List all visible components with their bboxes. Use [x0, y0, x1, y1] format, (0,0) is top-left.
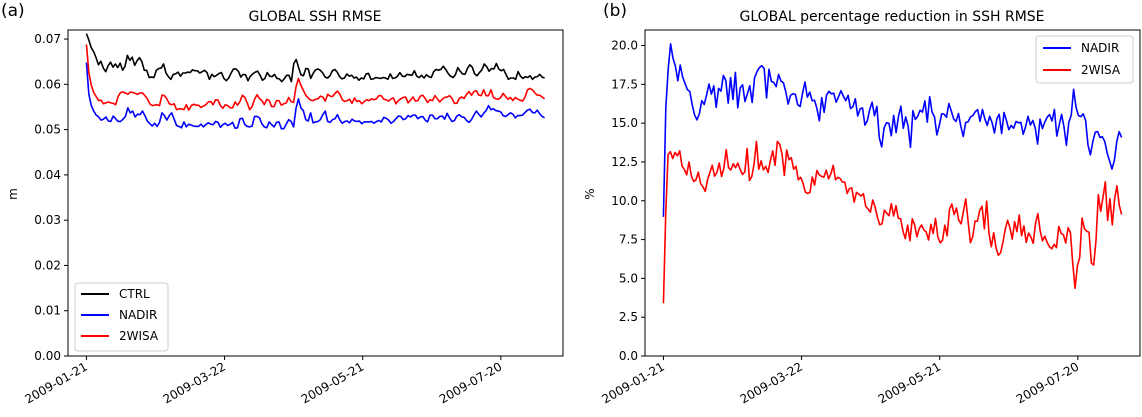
y-tick-label-a: 0.06 — [34, 77, 61, 91]
x-tick-label-b: 2009-01-21 — [600, 359, 667, 406]
y-tick-label-b: 2.5 — [619, 310, 638, 324]
y-tick-label-b: 12.5 — [611, 155, 638, 169]
series-line-2wisa-b — [662, 140, 1123, 304]
legend-b: NADIR 2WISA — [1035, 35, 1134, 84]
ylabel-a: m — [6, 188, 20, 200]
chart-title-a: GLOBAL SSH RMSE — [249, 9, 382, 25]
y-tick-label-b: 7.5 — [619, 233, 638, 247]
x-tick-label-a: 2009-01-21 — [23, 359, 90, 406]
y-tick-label-a: 0.01 — [34, 304, 61, 318]
panel-label-b: (b) — [603, 1, 627, 21]
series-line-2wisa-a — [85, 44, 546, 111]
legend-label-2wisa-a: 2WISA — [119, 329, 159, 343]
panel-label-a: (a) — [1, 1, 25, 21]
legend-a: CTRL NADIR 2WISA — [74, 282, 169, 352]
legend-label-ctrl: CTRL — [119, 287, 150, 301]
y-tick-label-b: 5.0 — [619, 271, 638, 285]
plot-area-b: 0.0 2.5 5.0 7.5 10.0 12.5 15.0 17.5 20.0 2009-01-… — [600, 39, 1123, 406]
series-line-nadir-b — [662, 43, 1123, 217]
chart-title-b: GLOBAL percentage reduction in SSH RMSE — [739, 9, 1044, 25]
ylabel-b: % — [583, 188, 597, 199]
y-tick-label-a: 0.05 — [34, 123, 61, 137]
x-tick-label-a: 2009-03-22 — [161, 359, 228, 406]
legend-label-nadir-a: NADIR — [119, 308, 157, 322]
x-tick-label-b: 2009-05-21 — [876, 359, 943, 406]
legend-label-2wisa-b: 2WISA — [1081, 63, 1121, 77]
axes-frame-b — [644, 29, 1141, 357]
y-tick-label-b: 10.0 — [611, 194, 638, 208]
legend-box-a — [74, 282, 169, 352]
y-tick-label-b: 17.5 — [611, 77, 638, 91]
series-line-ctrl-a — [85, 33, 545, 83]
y-tick-label-b: 15.0 — [611, 116, 638, 130]
y-tick-label-b: 20.0 — [611, 39, 638, 53]
y-tick-label-a: 0.04 — [34, 168, 61, 182]
y-tick-label-a: 0.02 — [34, 258, 61, 272]
axes-frame-a — [67, 29, 564, 357]
y-tick-label-b: 0.0 — [619, 349, 638, 363]
y-tick-label-a: 0.00 — [34, 349, 61, 363]
y-tick-label-a: 0.07 — [34, 32, 61, 46]
x-tick-label-b: 2009-07-20 — [1014, 359, 1081, 406]
series-line-nadir-a — [85, 62, 545, 130]
x-tick-label-a: 2009-05-21 — [299, 359, 366, 406]
x-tick-label-a: 2009-07-20 — [437, 359, 504, 406]
legend-label-nadir-b: NADIR — [1081, 41, 1119, 55]
y-tick-label-a: 0.03 — [34, 213, 61, 227]
x-tick-label-b: 2009-03-22 — [738, 359, 805, 406]
